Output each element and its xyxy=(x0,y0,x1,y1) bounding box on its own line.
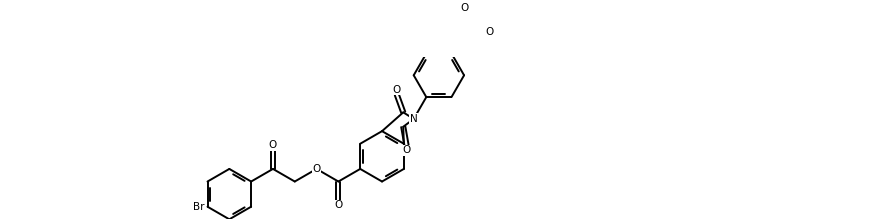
Text: O: O xyxy=(392,85,401,95)
Text: Br: Br xyxy=(193,202,205,212)
Text: O: O xyxy=(402,145,411,155)
Text: O: O xyxy=(269,140,277,150)
Text: O: O xyxy=(485,27,494,37)
Text: O: O xyxy=(460,3,468,13)
Text: O: O xyxy=(334,200,343,210)
Text: N: N xyxy=(410,114,418,124)
Text: O: O xyxy=(312,164,321,174)
